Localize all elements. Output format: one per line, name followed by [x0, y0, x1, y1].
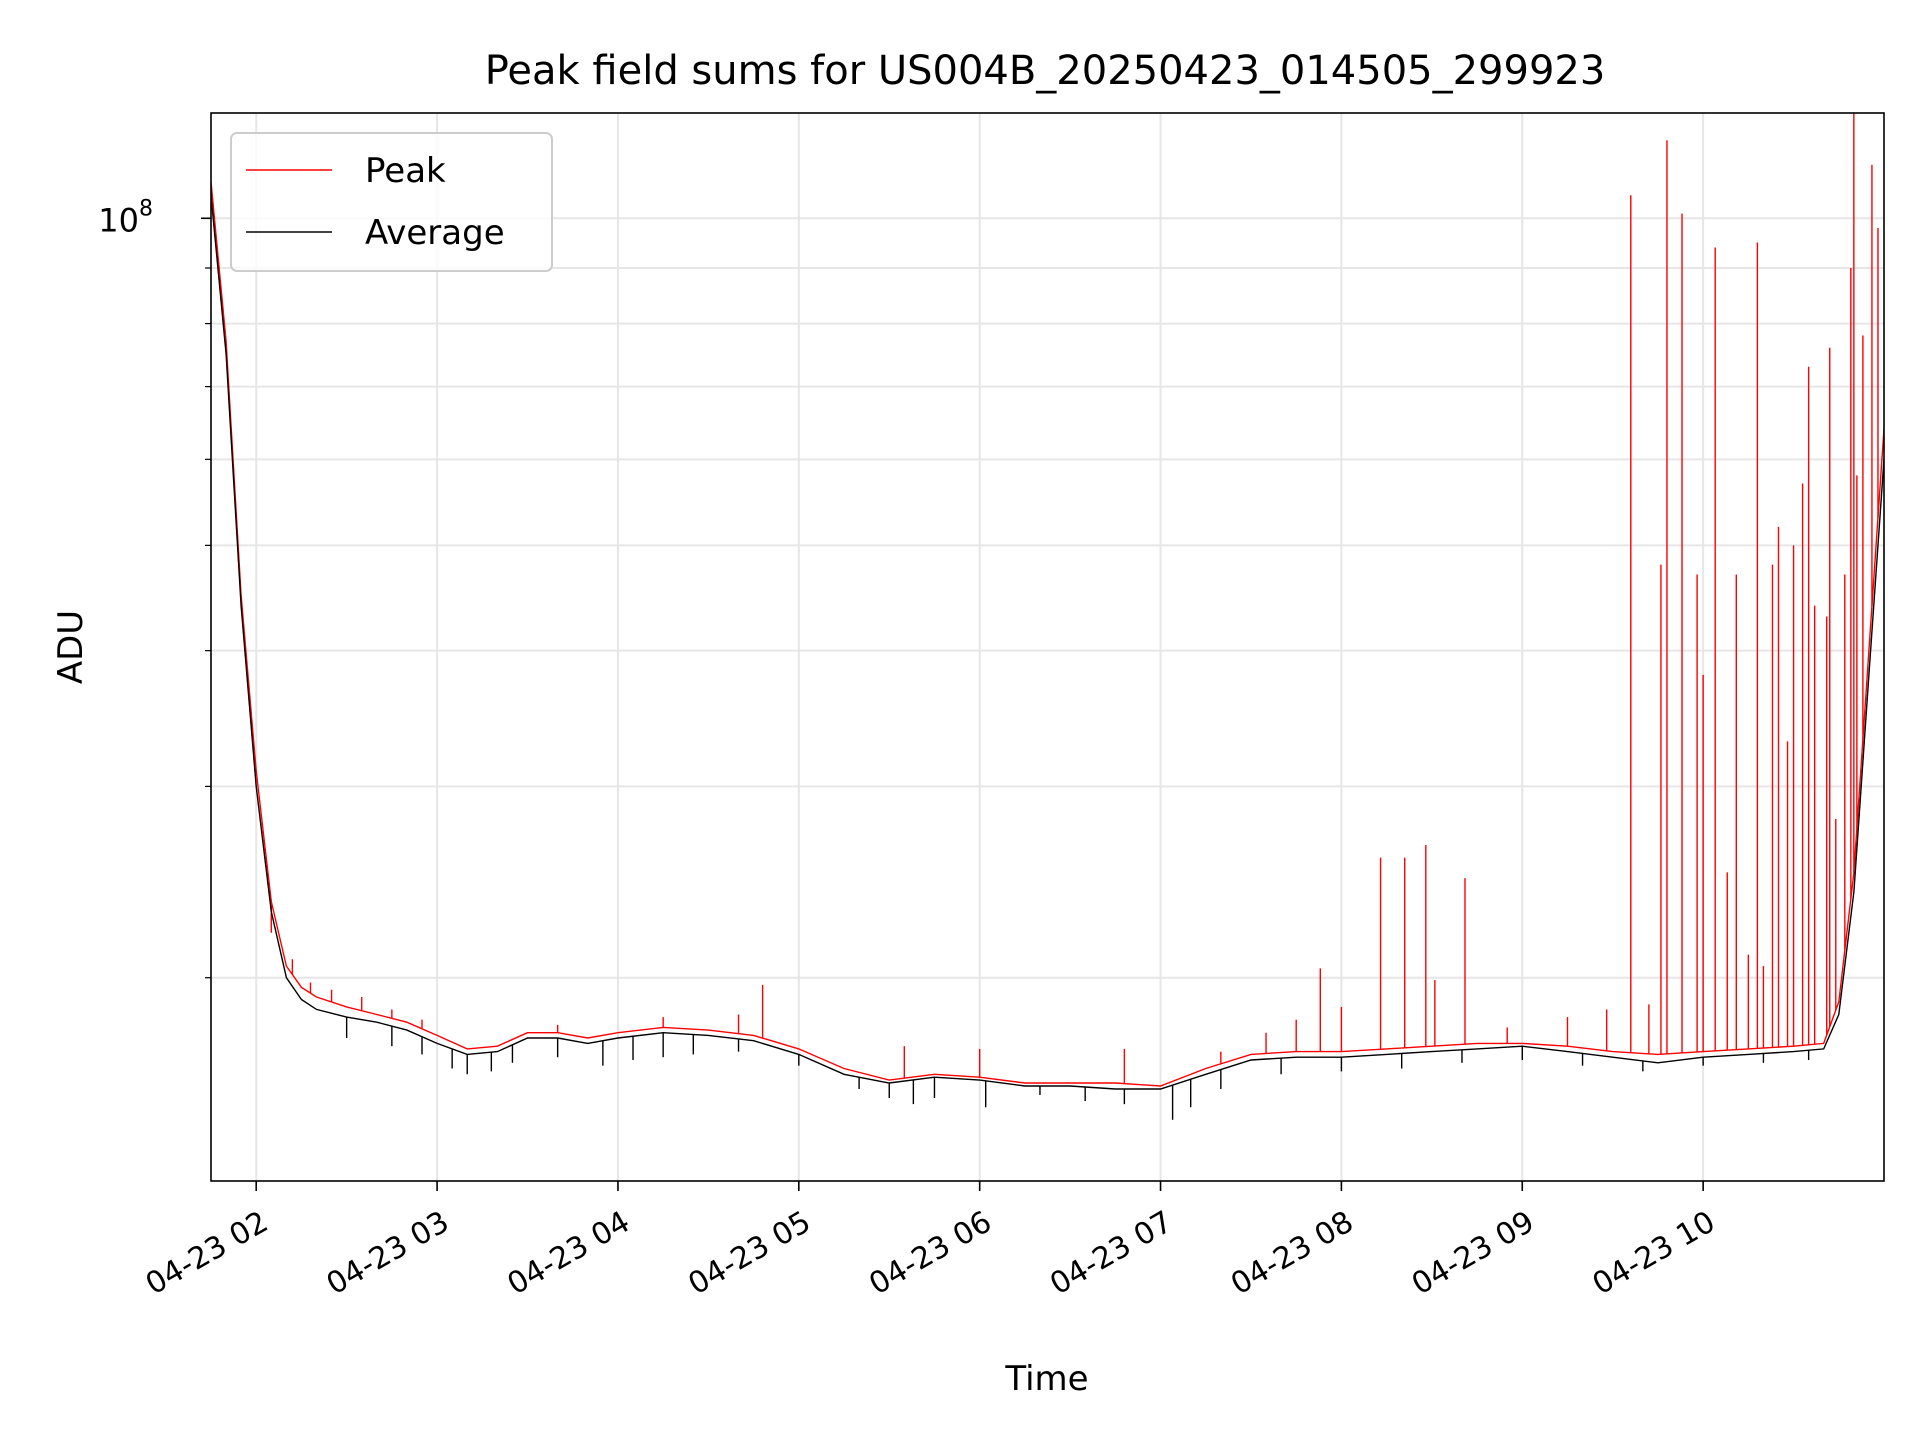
- y-tick-base: 10: [98, 201, 139, 239]
- chart-title: Peak field sums for US004B_20250423_0145…: [485, 48, 1606, 94]
- grid: [211, 113, 1884, 1181]
- peak-series-line: [211, 181, 1884, 1087]
- y-axis-label: ADU: [51, 610, 91, 684]
- legend-box: [230, 132, 553, 272]
- plot-area: [211, 113, 1884, 1120]
- y-axis: 108: [98, 196, 211, 979]
- y-tick-exponent: 8: [139, 196, 153, 221]
- legend: Peak Average: [230, 132, 553, 272]
- x-axis-label: Time: [1004, 1359, 1088, 1399]
- series-layer: [211, 113, 1884, 1120]
- y-tick-label: 108: [98, 196, 153, 239]
- legend-average-label: Average: [365, 213, 505, 253]
- legend-peak-label: Peak: [365, 151, 446, 191]
- plot-frame: [210, 112, 1885, 1182]
